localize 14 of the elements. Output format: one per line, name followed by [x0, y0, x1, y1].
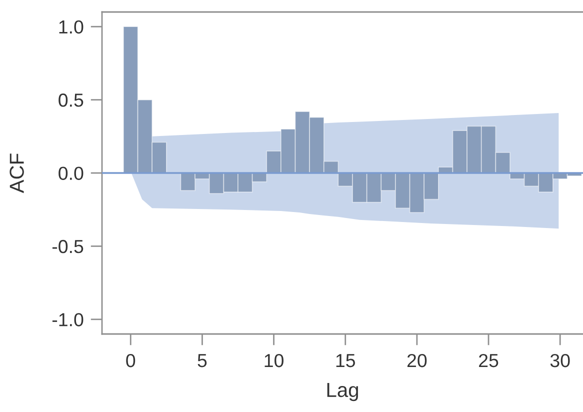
y-tick-label: 0.5	[58, 94, 84, 107]
y-tick-label: 0.0	[58, 166, 84, 180]
y-tick-label: -0.5	[52, 240, 84, 254]
x-axis-title: Lag	[327, 383, 358, 402]
x-tick-label: 30	[550, 354, 570, 368]
x-tick-label: 10	[264, 354, 284, 368]
y-axis-title: ACF	[10, 154, 24, 194]
y-tick-label: -1.0	[52, 313, 84, 326]
x-tick-label: 20	[407, 354, 427, 368]
x-tick-label: 0	[126, 354, 136, 368]
x-tick-label: 5	[198, 354, 207, 368]
y-tick-label: 1.0	[59, 20, 84, 34]
x-tick-label: 25	[479, 354, 498, 368]
x-tick-label: 15	[336, 354, 356, 368]
